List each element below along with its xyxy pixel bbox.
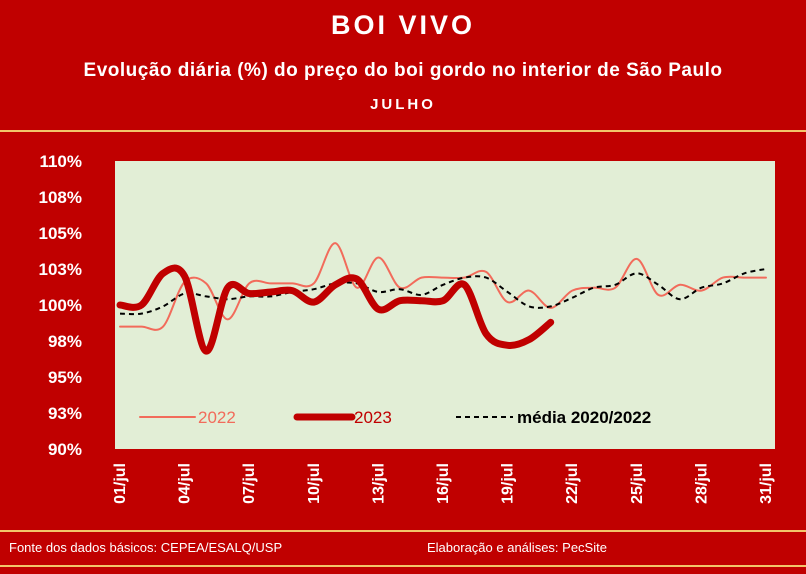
series-line-2023	[116, 264, 555, 355]
line-chart: 90% 93% 95% 98% 100% 103% 105% 108% 110% 01/jul 04…	[39, 152, 775, 504]
plot-area	[115, 161, 775, 449]
chart-header: BOI VIVO Evolução diária (%) do preço do…	[0, 0, 806, 128]
x-tick-label: 04/jul	[177, 463, 194, 504]
chart-title: BOI VIVO	[330, 10, 476, 40]
source-note: Fonte dos dados básicos: CEPEA/ESALQ/USP	[9, 540, 283, 555]
x-tick-label: 25/jul	[629, 463, 646, 504]
credit-note: Elaboração e análises: PecSite	[427, 540, 607, 555]
x-tick-label: 19/jul	[500, 463, 517, 504]
footer-separator	[0, 530, 806, 532]
y-tick-label: 95%	[48, 368, 82, 387]
y-tick-label: 105%	[39, 224, 82, 243]
x-tick-label: 16/jul	[435, 463, 452, 504]
y-tick-label: 100%	[39, 296, 82, 315]
chart-subtitle: Evolução diária (%) do preço do boi gord…	[83, 60, 723, 81]
y-tick-label: 108%	[39, 188, 82, 207]
bottom-separator	[0, 565, 806, 567]
y-tick-label: 98%	[48, 332, 82, 351]
x-tick-label: 31/jul	[758, 463, 775, 504]
x-tick-label: 10/jul	[306, 463, 323, 504]
y-tick-label: 93%	[48, 404, 82, 423]
series-line-media	[119, 268, 767, 316]
legend-2022-label: 2022	[198, 408, 236, 427]
x-tick-label: 07/jul	[241, 463, 258, 504]
legend-2023-label: 2023	[354, 408, 392, 427]
y-tick-label: 103%	[39, 260, 82, 279]
series-line-2022	[119, 242, 767, 331]
x-tick-label: 13/jul	[370, 463, 387, 504]
x-tick-label: 01/jul	[112, 463, 129, 504]
x-tick-label: 22/jul	[564, 463, 581, 504]
chart-month-label: JULHO	[370, 96, 436, 113]
legend-media-label: média 2020/2022	[517, 408, 651, 427]
y-tick-label: 110%	[39, 152, 82, 171]
x-tick-label: 28/jul	[693, 463, 710, 504]
header-separator	[0, 130, 806, 132]
y-tick-label: 90%	[48, 440, 82, 459]
